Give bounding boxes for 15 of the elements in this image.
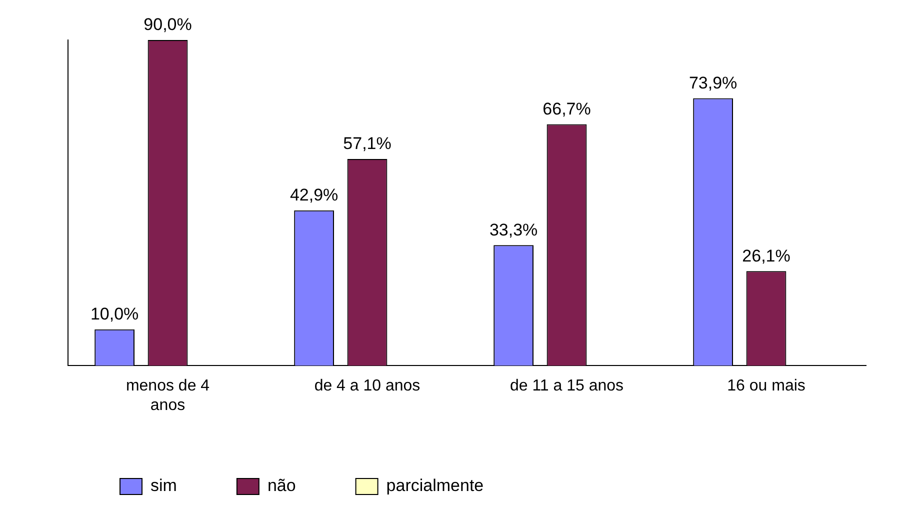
legend-label: parcialmente [386,476,484,496]
data-label: 57,1% [343,134,392,154]
legend-label: sim [150,476,177,496]
legend-label: não [267,476,296,496]
data-label: 33,3% [489,220,538,240]
x-tick-label: menos de 4 anos [126,378,210,414]
data-label: 10,0% [90,304,139,324]
x-tick-label: de 11 a 15 anos [510,378,624,395]
data-label: 90,0% [144,15,192,34]
data-label: 42,9% [290,186,338,205]
data-label: 26,1% [742,246,790,266]
x-tick-label: 16 ou mais [727,378,806,395]
data-label: 66,7% [542,99,591,118]
x-tick-label: de 4 a 10 anos [314,378,420,395]
data-label: 73,9% [688,73,738,92]
